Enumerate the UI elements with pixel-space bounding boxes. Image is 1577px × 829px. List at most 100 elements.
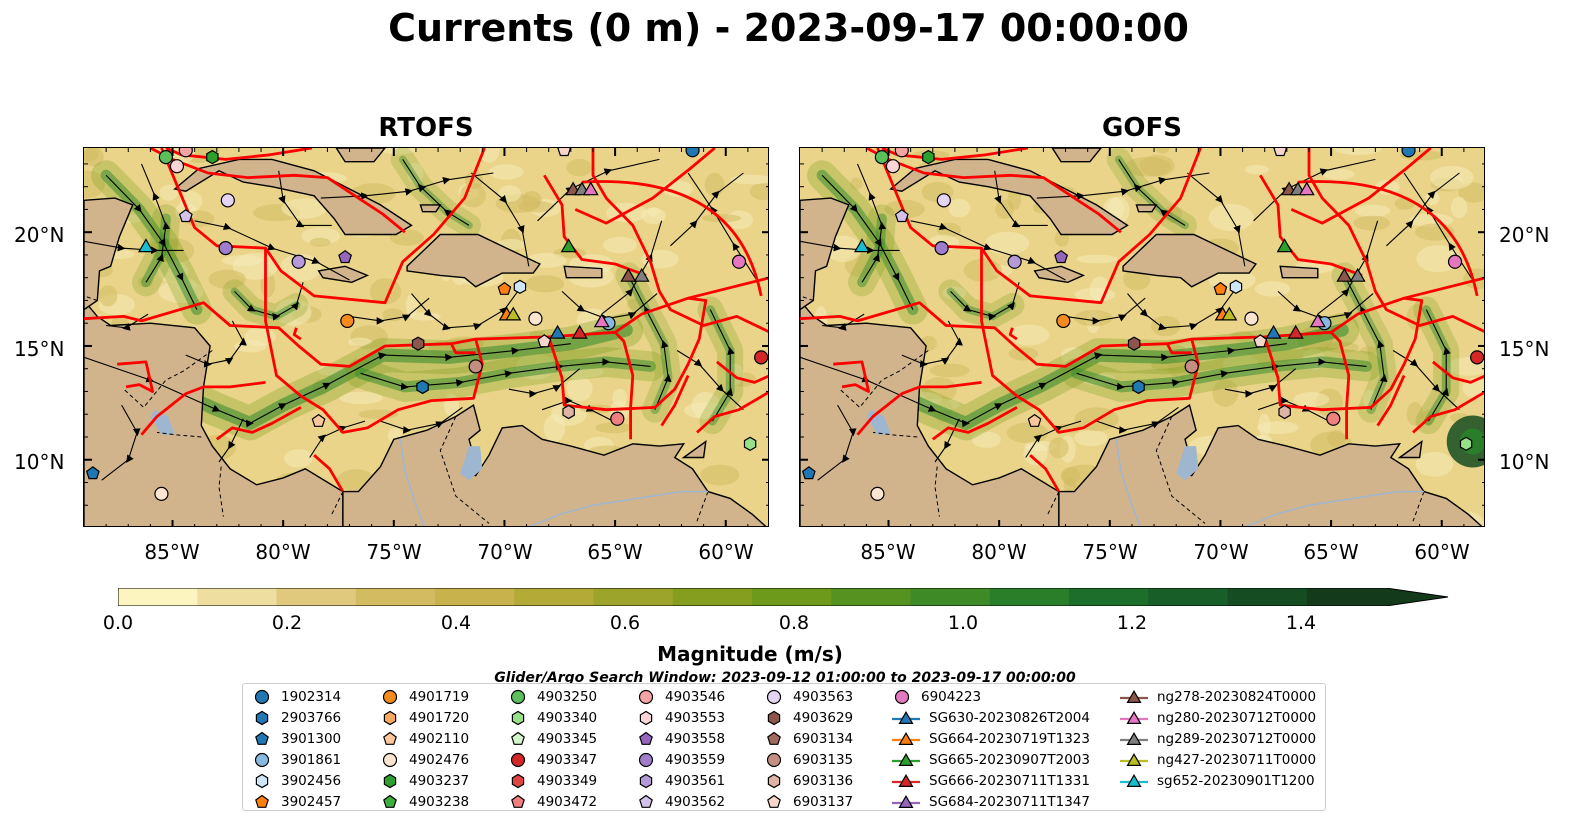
argo-float-marker <box>513 279 527 294</box>
legend-item: 4902476 <box>379 749 469 770</box>
streamline <box>1025 420 1082 458</box>
glider-marker <box>633 267 650 282</box>
streamline <box>349 297 430 325</box>
legend-marker-icon <box>892 710 920 724</box>
colorbar-segment <box>831 588 911 606</box>
streamline <box>1253 158 1376 222</box>
country-border <box>800 295 814 301</box>
eez-boundary-line <box>1008 327 1018 341</box>
streamline <box>1076 358 1367 391</box>
argo-float-marker <box>1229 279 1243 294</box>
argo-float-marker <box>1054 249 1069 264</box>
glider-marker <box>853 238 870 253</box>
glider-marker <box>1221 306 1238 321</box>
glider-marker <box>582 181 599 196</box>
legend-label: 4903347 <box>537 751 598 768</box>
x-tick-label: 60°W <box>698 540 754 564</box>
legend-item: 4903250 <box>507 686 597 707</box>
bahamas-land <box>1051 148 1102 163</box>
legend-label: SG665-20230907T2003 <box>929 751 1090 768</box>
legend-marker-icon <box>639 794 653 808</box>
streamline <box>800 240 900 255</box>
legend-item: 4901720 <box>379 707 469 728</box>
country-border <box>1047 491 1060 515</box>
country-border <box>331 491 344 515</box>
eez-boundary-line <box>292 327 302 341</box>
colorbar-segment <box>118 588 198 606</box>
argo-float-marker <box>220 193 235 208</box>
streamline <box>676 350 744 411</box>
streamline <box>106 313 149 331</box>
streamline <box>360 358 651 391</box>
legend-marker-icon <box>383 773 397 788</box>
magdalena-river <box>399 439 425 526</box>
eez-boundary-line <box>215 406 302 441</box>
legend-marker-icon <box>382 752 398 767</box>
legend-column: 4903563 4903629 6903134 6903135 6903136 69031… <box>763 686 853 812</box>
eez-boundary-line <box>149 148 406 234</box>
eez-boundary-line <box>865 148 1122 234</box>
legend-item: 4903345 <box>507 728 597 749</box>
country-border <box>872 431 918 438</box>
orinoco-river <box>1245 490 1424 526</box>
colorbar-segment <box>593 588 674 606</box>
streamline <box>508 368 581 398</box>
legend-label: 4903553 <box>665 709 726 726</box>
legend-item: 4903553 <box>635 707 725 728</box>
hispaniola-land <box>406 233 541 288</box>
legend-label: 4903562 <box>665 793 726 810</box>
legend-marker-icon <box>894 689 910 704</box>
argo-float-marker <box>178 148 193 158</box>
legend-item: 4903238 <box>379 791 469 812</box>
eez-boundary-line <box>1263 296 1424 412</box>
glider-marker <box>1276 238 1293 253</box>
eez-boundary-line <box>660 374 690 427</box>
andros-island-land <box>419 204 442 213</box>
eez-boundaries <box>800 148 1484 493</box>
eez-boundary-line <box>313 454 345 493</box>
legend-marker-icon <box>255 773 269 788</box>
legend-item: 6903135 <box>763 749 853 770</box>
glider-marker <box>1287 324 1304 339</box>
colorbar-segment <box>1227 588 1308 606</box>
y-tick-label: 10°N <box>14 450 65 474</box>
legend-label: 4901719 <box>409 688 470 705</box>
legend-label: 6903135 <box>793 751 854 768</box>
colorbar-label: Magnitude (m/s) <box>657 642 843 666</box>
mexico-land <box>800 197 850 311</box>
x-tick-label: 60°W <box>1414 540 1470 564</box>
legend-marker-icon <box>892 794 920 808</box>
glider-tracks <box>853 181 1366 339</box>
colorbar-segment <box>1069 588 1149 606</box>
legend-marker-icon <box>255 731 269 745</box>
x-tick-label: 85°W <box>144 540 200 564</box>
colorbar-segment <box>910 588 991 606</box>
argo-float-marker <box>894 209 909 223</box>
argo-float-marker <box>731 254 747 269</box>
eez-boundary-line <box>450 343 476 355</box>
legend-label: 4903558 <box>665 730 726 747</box>
argo-float-marker <box>1027 413 1042 427</box>
legend-marker-icon <box>892 731 920 745</box>
argo-float-marker <box>1244 311 1259 326</box>
eez-boundary-line <box>140 381 266 436</box>
colorbar <box>118 588 1449 606</box>
legend-item: SG664-20230719T1323 <box>891 728 1090 749</box>
legend-marker-icon <box>254 689 270 704</box>
legend-label: 4902476 <box>409 751 470 768</box>
eez-boundary-line <box>1330 331 1351 440</box>
argo-float-marker <box>754 350 768 365</box>
legend-label: 3901300 <box>281 730 342 747</box>
legend-marker-icon <box>1120 689 1148 703</box>
streamline <box>101 404 141 481</box>
legend-marker-icon <box>383 710 397 725</box>
eez-boundary-line <box>696 391 768 434</box>
argo-float-marker <box>291 254 306 269</box>
legend-item: SG630-20230826T2004 <box>891 707 1090 728</box>
legend-marker-icon <box>1120 710 1148 724</box>
glider-marker <box>1349 267 1366 282</box>
colorbar-segment <box>355 588 436 606</box>
x-tick-label: 85°W <box>860 540 916 564</box>
legend-label: SG664-20230719T1323 <box>929 730 1090 747</box>
argo-float-marker <box>178 209 193 223</box>
